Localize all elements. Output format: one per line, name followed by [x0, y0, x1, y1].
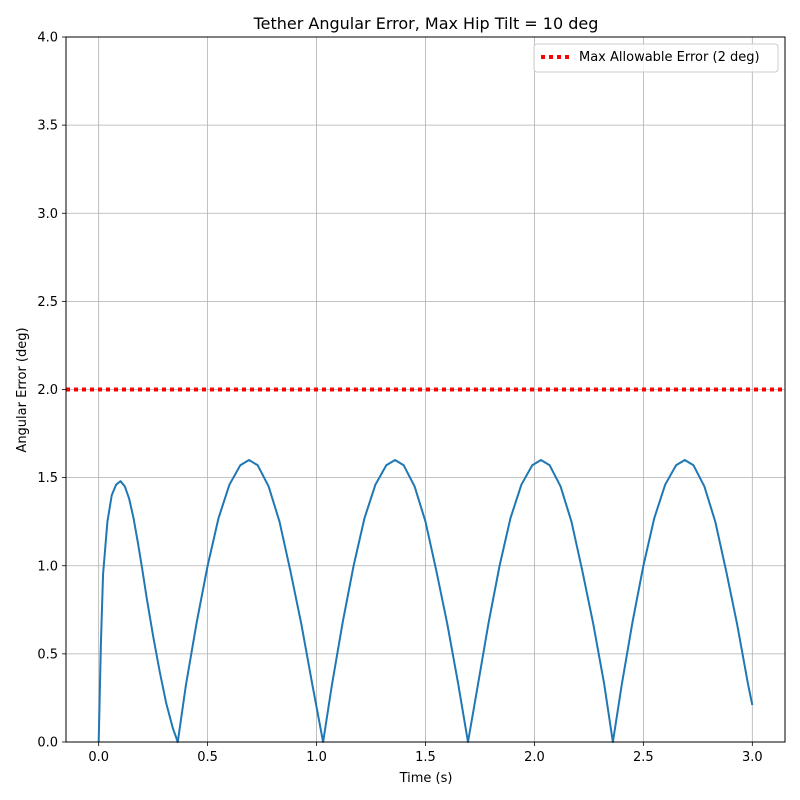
x-axis-label: Time (s) — [399, 771, 453, 786]
y-axis-label: Angular Error (deg) — [15, 327, 30, 452]
x-ticks: 0.0 0.5 1.0 1.5 2.0 2.5 3.0 — [88, 742, 763, 765]
y-tick-label: 1.0 — [37, 559, 58, 574]
x-tick-label: 1.5 — [415, 750, 436, 765]
series-layer — [66, 387, 785, 743]
y-tick-label: 1.5 — [37, 471, 58, 486]
x-tick-label: 0.0 — [88, 750, 109, 765]
y-tick-label: 4.0 — [37, 31, 58, 46]
legend-box — [533, 43, 779, 73]
x-tick-label: 3.0 — [742, 750, 763, 765]
y-ticks: 0.0 0.5 1.0 1.5 2.0 2.5 3.0 3.5 4.0 — [37, 31, 66, 751]
chart-title: Tether Angular Error, Max Hip Tilt = 10 … — [253, 14, 599, 33]
x-tick-label: 2.5 — [633, 750, 654, 765]
y-tick-label: 0.5 — [37, 647, 58, 662]
y-tick-label: 3.5 — [37, 119, 58, 134]
y-tick-label: 2.5 — [37, 295, 58, 310]
legend: Max Allowable Error (2 deg) — [533, 43, 779, 73]
legend-label-max-allowable-error: Max Allowable Error (2 deg) — [579, 50, 760, 65]
x-tick-label: 1.0 — [306, 750, 327, 765]
y-tick-label: 0.0 — [37, 736, 58, 751]
y-tick-label: 3.0 — [37, 207, 58, 222]
y-tick-label: 2.0 — [37, 383, 58, 398]
angular-error-line — [97, 459, 754, 743]
x-tick-label: 2.0 — [524, 750, 545, 765]
y-grid — [66, 36, 785, 743]
x-tick-label: 0.5 — [197, 750, 218, 765]
